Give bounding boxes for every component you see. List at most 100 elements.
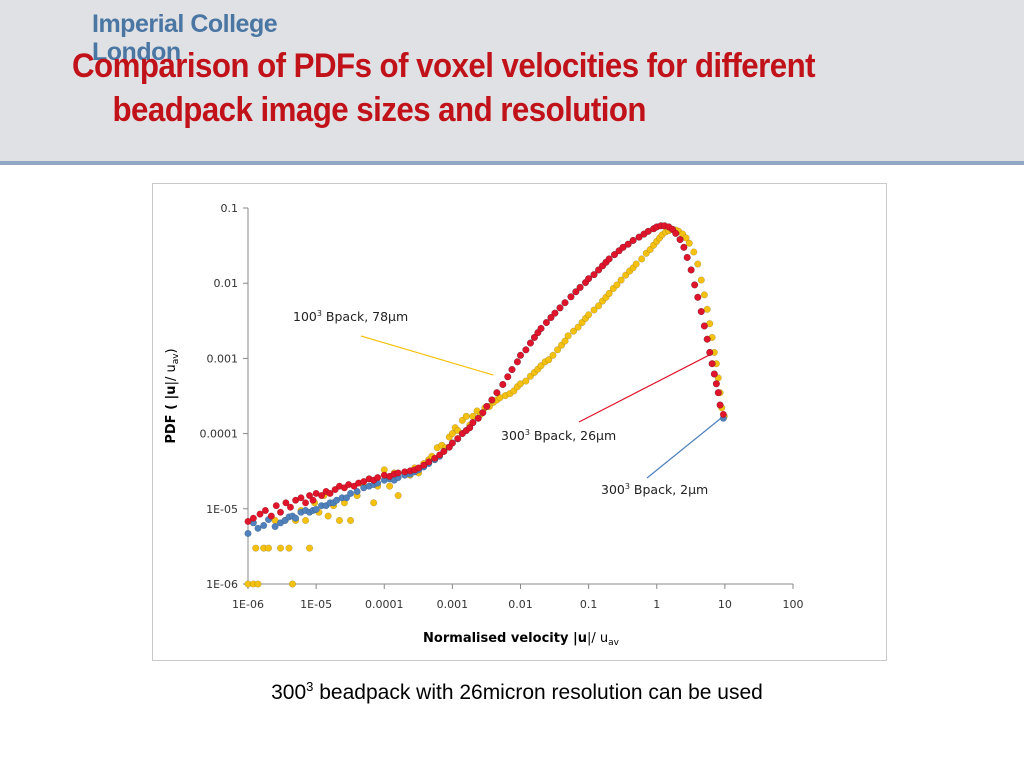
data-point: [551, 309, 559, 317]
y-axis-title-mid: |/ u: [164, 364, 179, 385]
data-point: [260, 521, 268, 530]
data-point: [690, 248, 698, 256]
data-point: [706, 348, 714, 356]
caption-rest: beadpack with 26micron resolution can be…: [313, 681, 763, 704]
data-point: [440, 447, 448, 455]
annotation-label: 3003 Bpack, 2μm: [601, 482, 708, 497]
data-point: [605, 255, 613, 263]
data-point: [522, 377, 530, 385]
data-point: [282, 499, 290, 507]
y-tick-label: 1E-06: [206, 578, 238, 591]
data-point: [613, 281, 621, 289]
data-point: [537, 324, 545, 333]
data-point: [276, 544, 285, 552]
data-point: [522, 346, 530, 354]
data-point: [312, 505, 320, 514]
y-axis-title-u: u: [164, 385, 179, 394]
data-point: [549, 351, 557, 359]
caption-prefix: 300: [271, 681, 307, 704]
data-point: [513, 358, 521, 366]
y-tick-label: 0.001: [207, 352, 239, 365]
data-point: [425, 458, 433, 466]
data-point: [252, 544, 260, 552]
data-point: [545, 356, 553, 364]
data-point: [286, 503, 295, 511]
data-point: [617, 276, 625, 284]
x-axis-title-u: u: [578, 631, 587, 646]
data-point: [574, 323, 582, 331]
data-point: [687, 266, 695, 274]
data-point: [272, 502, 280, 510]
data-point: [317, 492, 326, 500]
y-axis-title: PDF ( |u|/ uav): [164, 348, 181, 443]
data-point: [561, 337, 569, 345]
data-point: [448, 439, 456, 447]
data-point: [504, 373, 512, 381]
data-point: [635, 233, 643, 241]
x-tick-label: 0.01: [508, 598, 533, 611]
chart-frame: 1E-06 1E-05 0.0001 0.001 0.01 0.1 1 10 100 1E-06 1…: [152, 183, 887, 661]
data-point: [302, 499, 310, 507]
y-axis-title-sub: av: [171, 353, 181, 365]
title-line-2: beadpack image sizes and resolution: [112, 91, 646, 129]
logo-line-1: Imperial College: [92, 10, 278, 38]
data-point: [716, 401, 724, 409]
data-point: [343, 494, 351, 502]
data-point: [691, 281, 699, 289]
data-point: [335, 516, 343, 525]
data-point: [394, 492, 402, 500]
data-point: [346, 489, 355, 498]
data-point: [516, 380, 525, 388]
data-point: [302, 516, 310, 525]
annotation-leader-line: [360, 335, 494, 376]
data-point: [488, 396, 496, 404]
data-point: [276, 508, 285, 516]
data-point: [420, 461, 428, 469]
data-point: [644, 227, 652, 235]
data-point: [499, 380, 507, 389]
data-point: [610, 251, 619, 259]
data-point: [288, 580, 297, 588]
data-point: [261, 506, 269, 515]
imperial-college-logo: Imperial College London: [92, 10, 278, 66]
data-point: [479, 409, 487, 417]
data-point: [526, 339, 535, 347]
data-point: [632, 260, 640, 268]
slide-title: Comparison of PDFs of voxel velocities f…: [72, 44, 900, 132]
data-point: [547, 313, 555, 322]
data-point: [360, 478, 368, 486]
x-tick-label: 100: [783, 598, 804, 611]
data-point: [537, 362, 545, 370]
data-point: [708, 360, 716, 368]
y-tick-label: 0.0001: [200, 428, 239, 441]
data-point: [638, 255, 646, 263]
data-point: [324, 512, 332, 520]
data-point: [683, 253, 691, 261]
data-point: [712, 380, 720, 388]
x-tick-label: 0.1: [580, 598, 598, 611]
data-point: [516, 351, 525, 359]
data-point: [394, 469, 402, 477]
series-2: [244, 222, 727, 525]
data-point: [590, 271, 598, 279]
data-point: [292, 514, 300, 522]
data-point: [466, 424, 474, 432]
data-point: [458, 416, 466, 424]
data-point: [622, 271, 630, 279]
data-point: [585, 311, 593, 319]
data-point: [694, 293, 702, 301]
caption-sup: 3: [306, 679, 314, 694]
data-point: [676, 236, 684, 244]
data-point: [346, 516, 355, 525]
annotation-leader-line: [646, 415, 724, 479]
data-point: [469, 419, 477, 427]
data-point: [297, 494, 305, 502]
pdf-chart: 1E-06 1E-05 0.0001 0.001 0.01 0.1 1 10 100 1E-06 1…: [164, 202, 804, 648]
data-point: [590, 306, 598, 314]
data-point: [556, 304, 564, 312]
y-tick-label: 0.1: [221, 202, 239, 215]
data-point: [619, 243, 627, 251]
data-point: [305, 544, 314, 552]
data-point: [697, 276, 705, 284]
annotation-label: 3003 Bpack, 26μm: [501, 428, 616, 443]
